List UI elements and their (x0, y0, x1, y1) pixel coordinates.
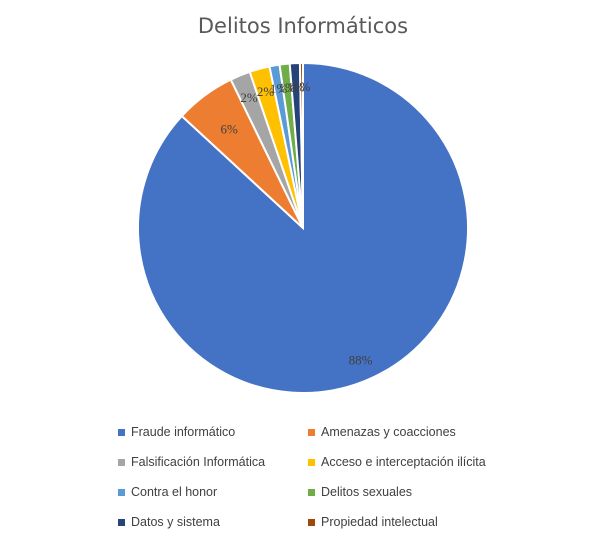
pie-slices (137, 61, 469, 394)
pie-data-label: 1% (270, 81, 288, 96)
pie-data-label: 2% (257, 84, 275, 99)
legend-label: Falsificación Informática (131, 455, 266, 469)
pie-data-label: 88% (349, 353, 373, 368)
legend-label: Acceso e interceptación ilícita (321, 455, 486, 469)
legend-swatch (308, 428, 315, 436)
legend-item: Contra el honor (118, 482, 217, 502)
legend-item: Datos y sistema (118, 512, 220, 532)
legend-swatch (308, 458, 315, 466)
legend-swatch (118, 518, 125, 526)
legend-item: Acceso e interceptación ilícita (308, 452, 486, 472)
legend-label: Delitos sexuales (321, 485, 413, 499)
pie-data-labels: 88%6%2% 2%1%1%1%0% (221, 79, 373, 367)
legend-label: Amenazas y coacciones (321, 425, 456, 439)
legend-swatch (308, 488, 315, 496)
pie-data-label: 6% (221, 122, 239, 137)
chart-title: Delitos Informáticos (197, 14, 409, 38)
legend-swatch (308, 518, 315, 526)
pie-data-label: 2% (240, 90, 258, 105)
legend-item: Fraude informático (118, 422, 235, 442)
legend-label: Datos y sistema (131, 515, 220, 529)
legend-item: Amenazas y coacciones (308, 422, 456, 442)
pie-data-label: 0% (293, 79, 311, 94)
pie-slice (298, 61, 304, 229)
legend-item: Delitos sexuales (308, 482, 412, 502)
pie-data-label: 1% (287, 79, 305, 94)
legend-swatch (118, 458, 125, 466)
legend-swatch (118, 488, 125, 496)
pie-data-label: 1% (279, 80, 297, 95)
legend-label: Fraude informático (131, 425, 236, 439)
legend-label: Propiedad intelectual (321, 515, 438, 529)
legend-swatch (118, 428, 125, 436)
legend-item: Falsificación Informática (118, 452, 265, 472)
legend-label: Contra el honor (131, 485, 218, 499)
legend-item: Propiedad intelectual (308, 512, 438, 532)
